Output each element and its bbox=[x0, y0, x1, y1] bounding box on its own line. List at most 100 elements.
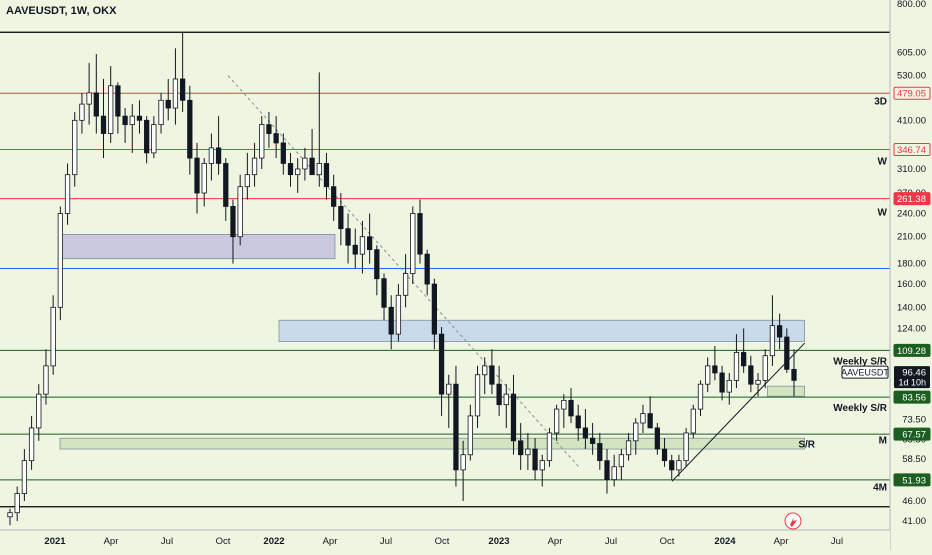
tradingview-logo-icon[interactable] bbox=[784, 512, 802, 530]
candle[interactable] bbox=[158, 92, 164, 134]
candle[interactable] bbox=[309, 129, 315, 176]
annotation-label[interactable]: Weekly S/R bbox=[833, 403, 888, 414]
candle[interactable] bbox=[244, 152, 250, 200]
candle[interactable] bbox=[518, 423, 524, 470]
candle[interactable] bbox=[726, 372, 732, 405]
candle[interactable] bbox=[510, 374, 517, 455]
candle[interactable] bbox=[295, 158, 301, 194]
candle[interactable] bbox=[395, 284, 402, 342]
resistance-zone[interactable] bbox=[278, 319, 805, 342]
candle[interactable] bbox=[72, 112, 78, 187]
candle[interactable] bbox=[589, 423, 596, 455]
candle[interactable] bbox=[582, 409, 589, 450]
trendline-1[interactable] bbox=[671, 342, 806, 482]
candle[interactable] bbox=[446, 374, 452, 428]
candle[interactable] bbox=[93, 54, 99, 134]
candle[interactable] bbox=[331, 174, 337, 221]
candle[interactable] bbox=[179, 32, 186, 113]
candle[interactable] bbox=[539, 454, 545, 487]
candle[interactable] bbox=[640, 404, 646, 433]
candle[interactable] bbox=[122, 108, 128, 143]
candle[interactable] bbox=[251, 142, 258, 187]
candle[interactable] bbox=[187, 85, 193, 175]
price-tag[interactable]: 479.05 bbox=[893, 86, 931, 100]
candle[interactable] bbox=[647, 396, 653, 429]
candle[interactable] bbox=[165, 78, 171, 121]
candle[interactable] bbox=[697, 380, 704, 416]
candle[interactable] bbox=[575, 404, 581, 441]
candle[interactable] bbox=[410, 206, 416, 285]
time-axis-bg[interactable] bbox=[0, 530, 890, 550]
candle[interactable] bbox=[625, 432, 632, 461]
candle[interactable] bbox=[733, 334, 740, 389]
symbol-title[interactable]: AAVEUSDT, 1W, OKX bbox=[6, 5, 117, 17]
candle[interactable] bbox=[136, 100, 143, 134]
candle[interactable] bbox=[79, 92, 85, 134]
candle[interactable] bbox=[259, 116, 265, 169]
candle[interactable] bbox=[208, 133, 215, 181]
candle[interactable] bbox=[108, 66, 114, 143]
candle[interactable] bbox=[359, 220, 366, 274]
candle[interactable] bbox=[554, 404, 560, 441]
candle[interactable] bbox=[741, 328, 747, 373]
candle[interactable] bbox=[661, 438, 668, 467]
candle[interactable] bbox=[568, 388, 574, 424]
candle[interactable] bbox=[467, 404, 473, 461]
candle[interactable] bbox=[338, 193, 344, 246]
candle[interactable] bbox=[776, 313, 783, 350]
candle[interactable] bbox=[28, 415, 35, 470]
candle[interactable] bbox=[43, 349, 49, 405]
candle[interactable] bbox=[381, 273, 387, 321]
candle[interactable] bbox=[266, 112, 272, 148]
candle[interactable] bbox=[223, 158, 229, 221]
candle[interactable] bbox=[230, 199, 236, 264]
candle[interactable] bbox=[791, 349, 797, 397]
candle[interactable] bbox=[201, 158, 207, 207]
price-axis-bg[interactable] bbox=[890, 0, 932, 550]
candle[interactable] bbox=[86, 62, 92, 125]
candle[interactable] bbox=[352, 228, 358, 269]
annotation-label[interactable]: S/R bbox=[798, 440, 815, 451]
annotation-label[interactable]: W bbox=[878, 157, 888, 168]
candle[interactable] bbox=[474, 365, 481, 428]
candle[interactable] bbox=[280, 133, 286, 175]
candle[interactable] bbox=[14, 486, 20, 521]
price-tag[interactable]: 109.28 bbox=[893, 343, 931, 357]
candle[interactable] bbox=[690, 404, 696, 439]
price-tag[interactable]: 83.56 bbox=[893, 390, 931, 404]
candle[interactable] bbox=[719, 365, 725, 401]
candle[interactable] bbox=[611, 454, 617, 487]
candle[interactable] bbox=[669, 454, 675, 480]
candle[interactable] bbox=[431, 278, 437, 350]
candle[interactable] bbox=[496, 365, 502, 416]
candle[interactable] bbox=[345, 213, 351, 264]
support-zone[interactable] bbox=[767, 385, 805, 397]
annotation-label[interactable]: 3D bbox=[874, 96, 887, 107]
candle[interactable] bbox=[151, 116, 157, 159]
candle[interactable] bbox=[194, 142, 200, 214]
annotation-label[interactable]: M bbox=[879, 435, 887, 446]
candle[interactable] bbox=[323, 152, 330, 200]
candle[interactable] bbox=[618, 449, 625, 480]
candle[interactable] bbox=[115, 82, 121, 134]
candle[interactable] bbox=[50, 295, 56, 375]
candle[interactable] bbox=[21, 449, 28, 501]
candle[interactable] bbox=[388, 295, 394, 350]
price-tag[interactable]: 67.57 bbox=[893, 427, 931, 441]
price-tag[interactable]: 346.74 bbox=[893, 142, 931, 156]
candle[interactable] bbox=[367, 213, 373, 264]
candle[interactable] bbox=[100, 78, 107, 159]
candle[interactable] bbox=[129, 104, 135, 153]
candle[interactable] bbox=[36, 384, 42, 441]
supply-zone-2021[interactable] bbox=[59, 233, 336, 260]
candle[interactable] bbox=[144, 116, 150, 164]
candle[interactable] bbox=[402, 254, 409, 308]
candle[interactable] bbox=[769, 295, 776, 366]
candle[interactable] bbox=[654, 423, 660, 455]
candle[interactable] bbox=[604, 449, 610, 494]
annotation-label[interactable]: W bbox=[878, 207, 888, 218]
candle[interactable] bbox=[7, 508, 13, 526]
plot-area[interactable] bbox=[0, 0, 890, 530]
candle[interactable] bbox=[546, 427, 553, 467]
